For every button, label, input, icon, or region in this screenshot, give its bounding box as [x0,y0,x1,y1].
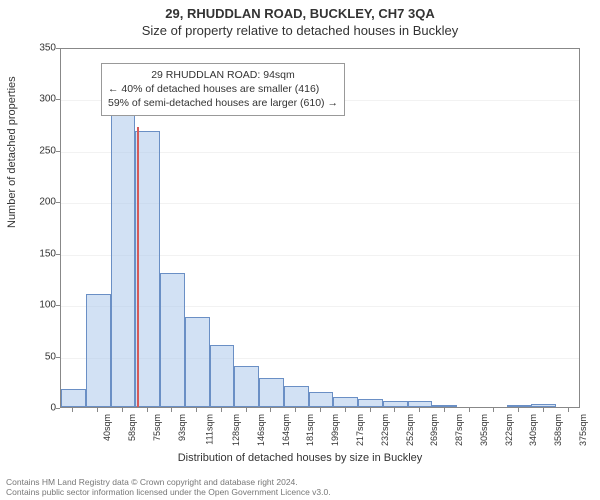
histogram-bar [531,404,556,407]
annotation-box: 29 RHUDDLAN ROAD: 94sqm← 40% of detached… [101,63,345,116]
x-tick-label: 340sqm [528,414,538,446]
y-tick-mark [56,151,60,152]
x-tick-label: 287sqm [454,414,464,446]
x-tick-mark [147,408,148,412]
annotation-line: 29 RHUDDLAN ROAD: 94sqm [108,68,338,82]
y-tick-label: 0 [20,403,56,414]
x-tick-label: 322sqm [504,414,514,446]
x-tick-label: 181sqm [306,414,316,446]
x-tick-label: 269sqm [429,414,439,446]
x-tick-label: 128sqm [231,414,241,446]
x-tick-mark [345,408,346,412]
x-tick-label: 252sqm [405,414,415,446]
footer-line-1: Contains HM Land Registry data © Crown c… [6,477,331,487]
y-tick-label: 350 [20,43,56,54]
y-tick-label: 200 [20,197,56,208]
histogram-bar [185,317,210,408]
footer-attribution: Contains HM Land Registry data © Crown c… [6,477,331,497]
y-tick-mark [56,408,60,409]
x-tick-mark [370,408,371,412]
histogram-bar [333,397,358,407]
x-tick-label: 111sqm [205,414,215,445]
y-tick-mark [56,202,60,203]
histogram-bar [284,386,309,407]
y-tick-mark [56,48,60,49]
x-tick-mark [97,408,98,412]
y-tick-mark [56,99,60,100]
histogram-bar [383,401,408,407]
x-tick-label: 375sqm [578,414,588,446]
x-tick-label: 305sqm [479,414,489,446]
x-tick-mark [221,408,222,412]
histogram-bar [507,405,532,407]
y-tick-label: 300 [20,94,56,105]
x-tick-label: 232sqm [380,414,390,446]
x-tick-mark [72,408,73,412]
y-tick-mark [56,305,60,306]
x-tick-mark [543,408,544,412]
annotation-line: ← 40% of detached houses are smaller (41… [108,82,338,96]
histogram-bar [210,345,235,407]
x-tick-mark [246,408,247,412]
x-tick-label: 217sqm [355,414,365,446]
x-tick-mark [295,408,296,412]
x-tick-label: 93sqm [177,414,187,441]
x-tick-mark [320,408,321,412]
x-tick-mark [394,408,395,412]
x-tick-mark [122,408,123,412]
x-tick-mark [568,408,569,412]
annotation-line: 59% of semi-detached houses are larger (… [108,96,338,110]
x-tick-mark [469,408,470,412]
x-tick-mark [196,408,197,412]
property-marker-line [137,127,139,407]
chart-title-main: 29, RHUDDLAN ROAD, BUCKLEY, CH7 3QA [0,0,600,21]
x-tick-label: 75sqm [152,414,162,441]
x-tick-label: 199sqm [330,414,340,446]
x-tick-label: 164sqm [281,414,291,446]
x-tick-label: 358sqm [553,414,563,446]
histogram-bar [234,366,259,407]
plot-area: 29 RHUDDLAN ROAD: 94sqm← 40% of detached… [60,48,580,408]
y-tick-label: 50 [20,351,56,362]
x-tick-mark [518,408,519,412]
chart-subtitle: Size of property relative to detached ho… [0,21,600,42]
histogram-bar [86,294,111,407]
x-tick-mark [270,408,271,412]
x-tick-label: 40sqm [102,414,112,441]
x-tick-mark [171,408,172,412]
x-tick-mark [444,408,445,412]
y-tick-label: 100 [20,300,56,311]
y-axis-ticks: 050100150200250300350 [20,48,56,408]
y-axis-label: Number of detached properties [6,76,18,228]
y-tick-mark [56,254,60,255]
y-tick-mark [56,357,60,358]
histogram-bar [408,401,433,407]
histogram-bar [309,392,334,407]
x-tick-mark [419,408,420,412]
x-axis-label: Distribution of detached houses by size … [0,452,600,464]
chart-area: 29 RHUDDLAN ROAD: 94sqm← 40% of detached… [60,48,580,408]
histogram-bar [160,273,185,407]
footer-line-2: Contains public sector information licen… [6,487,331,497]
histogram-bar [432,405,457,407]
x-tick-label: 58sqm [127,414,137,441]
x-tick-label: 146sqm [256,414,266,446]
histogram-bar [358,399,383,407]
histogram-bar [111,91,136,407]
y-tick-label: 250 [20,145,56,156]
histogram-bar [61,389,86,408]
y-tick-label: 150 [20,248,56,259]
histogram-bar [259,378,284,407]
x-tick-mark [493,408,494,412]
histogram-bar [135,131,160,407]
